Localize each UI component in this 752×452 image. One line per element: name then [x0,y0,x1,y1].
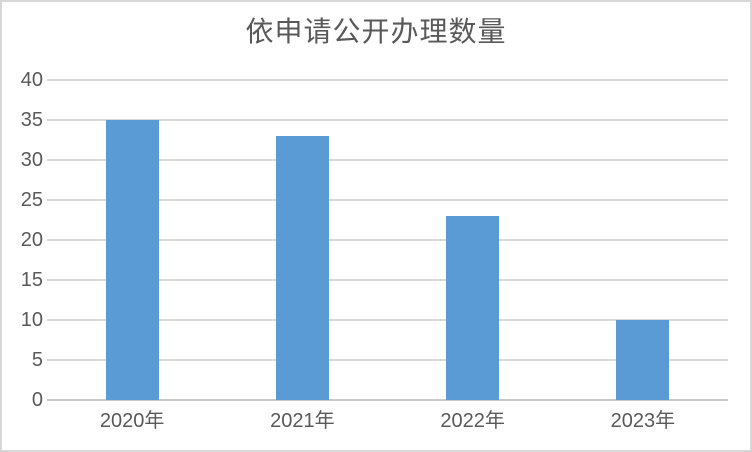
y-axis-tick-label: 15 [20,269,43,291]
y-axis-tick-label: 5 [31,349,43,371]
y-axis-tick-label: 25 [20,189,43,211]
plot-area [47,79,728,401]
bar-2022年 [446,216,500,400]
bar-2023年 [616,320,670,400]
x-axis: 2020年 2021年 2022年 2023年 [47,408,728,434]
y-axis: 40 35 30 25 20 15 10 5 0 [2,2,43,450]
bar-slot [388,80,558,400]
x-axis-category-label: 2023年 [610,410,676,432]
gridline [47,239,728,241]
y-axis-tick-label: 40 [20,69,43,91]
gridline [47,199,728,201]
chart-title: 依申请公开办理数量 [245,16,507,47]
bar-slot [558,80,728,400]
x-axis-category-label: 2020年 [99,410,165,432]
bar-slot [47,80,217,400]
gridline [47,79,728,81]
gridline [47,319,728,321]
bar-slot [217,80,387,400]
x-axis-category-label: 2022年 [440,410,505,432]
y-axis-tick-label: 30 [20,149,43,171]
y-axis-tick-label: 10 [20,309,43,331]
gridline [47,359,728,361]
gridline [47,159,728,161]
x-axis-category-label: 2021年 [270,410,335,432]
bar-series [47,80,728,400]
bar-2020年 [105,120,159,400]
gridline [47,119,728,121]
bar-2021年 [275,136,329,400]
y-axis-tick-label: 20 [20,229,43,251]
y-axis-tick-label: 35 [20,109,43,131]
x-axis-line [47,399,728,401]
gridline [47,279,728,281]
y-axis-tick-label: 0 [31,389,43,411]
